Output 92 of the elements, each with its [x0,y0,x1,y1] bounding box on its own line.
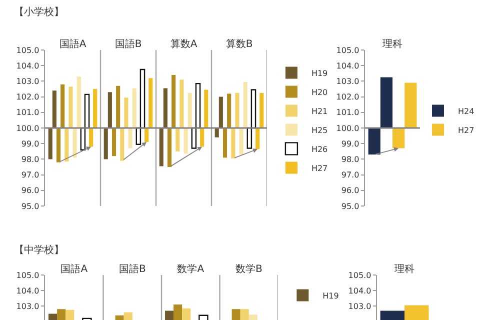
y-tick-label: 96.0 [341,186,360,196]
y-tick-label: 95.0 [341,202,360,211]
bar [68,86,73,128]
bar [167,128,172,167]
bar [148,78,153,128]
y-tick-label: 98.0 [341,155,360,164]
bar [239,128,244,155]
x-tick-label: 国語A [60,263,88,275]
bar [56,128,61,162]
y-tick-label: 104.0 [336,61,360,70]
bar [200,128,204,147]
x-tick-label: 数学B [235,263,262,275]
y-tick-label: 103.0 [348,302,372,311]
legend-label: H20 [311,88,328,97]
bar [180,80,184,128]
bar [176,128,180,152]
bar [260,92,264,128]
chart-title: 【小学校】 [14,6,64,18]
y-tick-label: 100.0 [336,124,360,133]
bar [231,128,236,158]
legend-label: H27 [311,164,328,173]
legend-label: H26 [311,144,328,154]
bar [380,77,392,128]
y-tick-label: 95.0 [21,202,40,211]
chart-title: 【中学校】 [14,244,64,256]
bar [184,128,188,154]
y-tick-label: 105.0 [16,46,40,55]
bar [52,90,56,128]
bar [159,128,164,166]
bar [108,92,112,128]
y-tick-label: 96.0 [21,186,40,196]
x-tick-label: 理科 [394,263,414,275]
bar [116,86,120,128]
bar [243,82,248,128]
y-tick-label: 105.0 [16,270,40,280]
y-tick-label: 101.0 [336,108,360,118]
legend-label: H19 [311,68,328,78]
y-tick-label: 100.0 [16,124,40,133]
legend-label: H19 [322,291,339,300]
y-tick-label: 104.0 [16,61,40,70]
y-tick-label: 99.0 [21,139,40,148]
bar [235,92,240,128]
bar [72,128,77,158]
bar [227,94,232,128]
y-tick-label: 98.0 [21,155,40,164]
bar [218,96,223,128]
x-tick-label: 算数A [170,38,198,50]
bar [93,89,98,128]
bar [60,84,65,128]
y-tick-label: 104.0 [16,286,40,296]
y-tick-label: 103.0 [336,77,360,86]
bar [76,76,81,128]
y-tick-label: 97.0 [341,170,360,180]
y-tick-label: 105.0 [336,46,360,55]
y-tick-label: 102.0 [336,92,360,102]
x-tick-label: 国語B [114,38,142,50]
bar [132,88,136,128]
bar [112,128,116,156]
bar [89,128,94,147]
x-tick-label: 数学A [177,263,204,275]
bar [64,128,69,162]
legend-label: H25 [311,126,328,135]
y-tick-label: 105.0 [348,270,372,280]
y-tick-label: 99.0 [341,139,360,148]
bar [104,128,108,160]
bar [368,128,380,155]
bar [404,82,417,128]
bar [172,74,176,128]
bar [124,98,128,128]
legend-label: H21 [311,106,328,116]
y-tick-label: 103.0 [16,77,40,86]
y-tick-label: 103.0 [16,302,40,311]
x-tick-label: 理科 [382,38,402,50]
bar [204,90,208,128]
y-tick-label: 104.0 [348,286,372,296]
bar [144,128,149,142]
bar [222,128,228,158]
bar [188,92,192,128]
x-tick-label: 国語B [118,263,146,275]
legend-label: H24 [458,106,474,116]
y-tick-label: 97.0 [21,170,40,180]
bar [128,128,132,148]
bar [163,88,168,128]
bar [392,128,405,148]
y-tick-label: 102.0 [16,92,40,102]
bar [48,128,52,160]
legend-label: H27 [458,126,474,135]
x-tick-label: 算数B [226,38,253,50]
x-tick-label: 国語A [59,38,86,50]
bar [120,128,124,161]
y-tick-label: 101.0 [16,108,40,118]
bar [256,128,260,150]
